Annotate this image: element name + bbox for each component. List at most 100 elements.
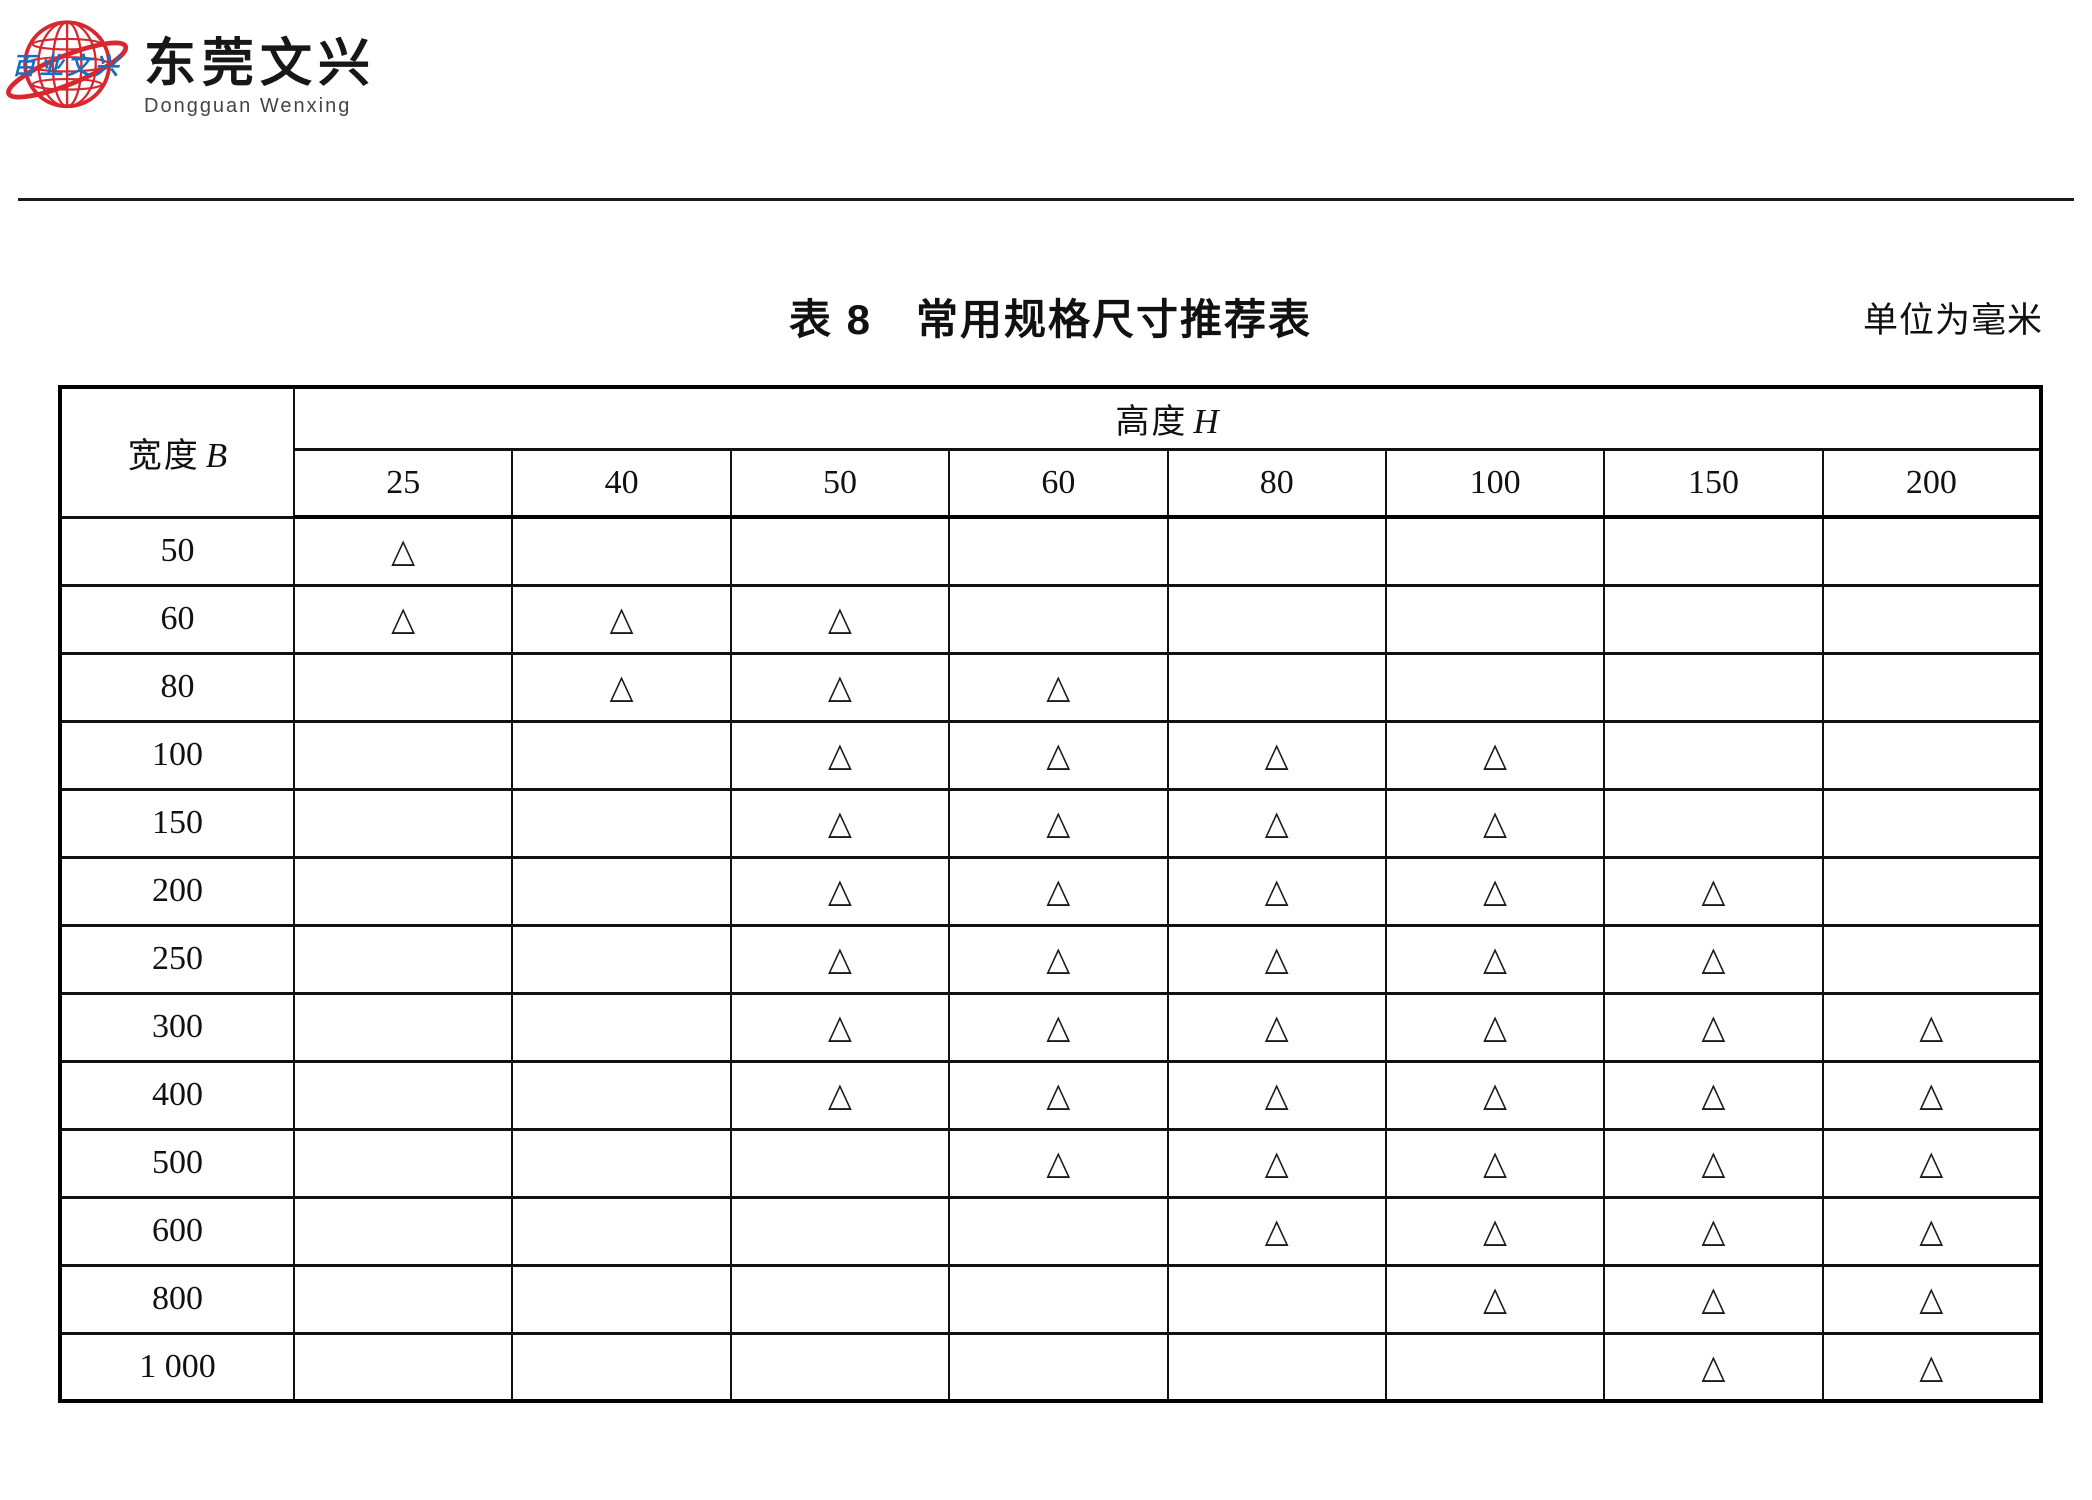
table-row-600: 600 △ △ △ △: [59, 1195, 2043, 1267]
group-header-row: 宽度 B 高度 H: [59, 385, 2042, 519]
triangle-mark: △: [1701, 871, 1726, 911]
logo-text: 东莞文兴 Dongguan Wenxing: [144, 37, 376, 118]
globe-inner-text: 百业文兴: [12, 53, 123, 80]
mark-cell: △: [1821, 1059, 2043, 1131]
table-row-100: 100 △ △ △ △: [59, 719, 2043, 791]
triangle-mark: △: [1919, 1347, 1944, 1387]
empty-cell: [292, 651, 514, 723]
mark-cell: △: [948, 651, 1169, 723]
empty-cell: [292, 1331, 514, 1403]
triangle-mark: △: [1264, 1211, 1289, 1251]
column-header-row: 25 40 50 60 80 100 150 200: [60, 447, 2043, 519]
triangle-mark: △: [1046, 803, 1071, 843]
triangle-mark: △: [828, 735, 852, 775]
empty-cell: [511, 787, 732, 859]
empty-cell: [1384, 651, 1606, 723]
table-row-200: 200 △ △ △ △ △: [59, 855, 2043, 927]
column-header-50: 50: [729, 447, 951, 519]
table-row-150: 150 △ △ △ △: [59, 787, 2043, 859]
empty-cell: [1821, 787, 2043, 859]
column-header-100: 100: [1384, 447, 1606, 519]
triangle-mark: △: [828, 1075, 852, 1115]
triangle-mark: △: [1919, 1279, 1944, 1319]
mark-cell: △: [1384, 855, 1606, 927]
mark-cell: △: [1821, 991, 2043, 1063]
column-header-200: 200: [1821, 447, 2043, 519]
triangle-mark: △: [1046, 939, 1071, 979]
corner-header-label: 宽度: [127, 437, 200, 475]
table-title: 表 8 常用规格尺寸推荐表: [788, 296, 1313, 343]
mark-cell: △: [1166, 1059, 1387, 1131]
mark-cell: △: [1384, 719, 1606, 791]
empty-cell: [292, 855, 514, 927]
row-label: 400: [59, 1059, 295, 1131]
mark-cell: △: [729, 991, 951, 1063]
empty-cell: [1821, 719, 2043, 791]
empty-cell: [729, 1127, 951, 1199]
mark-cell: △: [1603, 991, 1824, 1063]
empty-cell: [729, 1263, 951, 1335]
mark-cell: △: [948, 1127, 1169, 1199]
mark-cell: △: [1166, 855, 1387, 927]
unit-note: 单位为毫米: [1862, 301, 2043, 340]
mark-cell: △: [729, 855, 951, 927]
empty-cell: [292, 1195, 514, 1267]
triangle-mark: △: [1046, 871, 1071, 911]
mark-cell: △: [292, 583, 514, 655]
empty-cell: [1821, 515, 2043, 587]
triangle-mark: △: [1701, 1075, 1726, 1115]
mark-cell: △: [948, 719, 1169, 791]
table-row-500: 500 △ △ △ △ △: [59, 1127, 2043, 1199]
triangle-mark: △: [609, 599, 634, 639]
empty-cell: [1166, 1331, 1387, 1403]
empty-cell: [292, 1127, 514, 1199]
mark-cell: △: [1603, 1195, 1824, 1267]
table-row-400: 400 △ △ △ △ △ △: [59, 1059, 2043, 1131]
empty-cell: [1384, 515, 1606, 587]
triangle-mark: △: [828, 803, 852, 843]
triangle-mark: △: [1483, 1007, 1507, 1047]
empty-cell: [292, 991, 514, 1063]
empty-cell: [1603, 719, 1824, 791]
row-label: 1 000: [59, 1331, 295, 1403]
triangle-mark: △: [828, 871, 852, 911]
row-label: 150: [59, 787, 295, 859]
triangle-mark: △: [391, 599, 416, 639]
triangle-mark: △: [1483, 803, 1507, 843]
mark-cell: △: [292, 515, 514, 587]
triangle-mark: △: [1701, 1347, 1726, 1387]
mark-cell: △: [1603, 923, 1824, 995]
mark-cell: △: [1166, 1127, 1387, 1199]
empty-cell: [948, 1331, 1169, 1403]
empty-cell: [1603, 651, 1824, 723]
triangle-mark: △: [828, 1007, 852, 1047]
mark-cell: △: [1821, 1195, 2043, 1267]
empty-cell: [511, 855, 732, 927]
row-label: 60: [59, 583, 295, 655]
mark-cell: △: [948, 1059, 1169, 1131]
triangle-mark: △: [1264, 939, 1289, 979]
mark-cell: △: [1166, 719, 1387, 791]
mark-cell: △: [729, 787, 951, 859]
triangle-mark: △: [1046, 1143, 1071, 1183]
mark-cell: △: [1384, 1127, 1606, 1199]
column-header-40: 40: [511, 447, 732, 519]
empty-cell: [511, 991, 732, 1063]
triangle-mark: △: [1919, 1075, 1944, 1115]
triangle-mark: △: [1264, 735, 1289, 775]
caption-row: 表 8 常用规格尺寸推荐表 单位为毫米: [58, 286, 2043, 343]
triangle-mark: △: [1264, 1075, 1289, 1115]
empty-cell: [511, 923, 732, 995]
column-header-60: 60: [948, 447, 1169, 519]
row-label: 500: [59, 1127, 295, 1199]
empty-cell: [1821, 651, 2043, 723]
triangle-mark: △: [1701, 939, 1726, 979]
triangle-mark: △: [1264, 803, 1289, 843]
mark-cell: △: [1603, 1263, 1824, 1335]
row-label: 300: [59, 991, 295, 1063]
empty-cell: [1166, 583, 1387, 655]
empty-cell: [1603, 515, 1824, 587]
mark-cell: △: [1166, 991, 1387, 1063]
row-label: 200: [59, 855, 295, 927]
mark-cell: △: [1384, 1059, 1606, 1131]
